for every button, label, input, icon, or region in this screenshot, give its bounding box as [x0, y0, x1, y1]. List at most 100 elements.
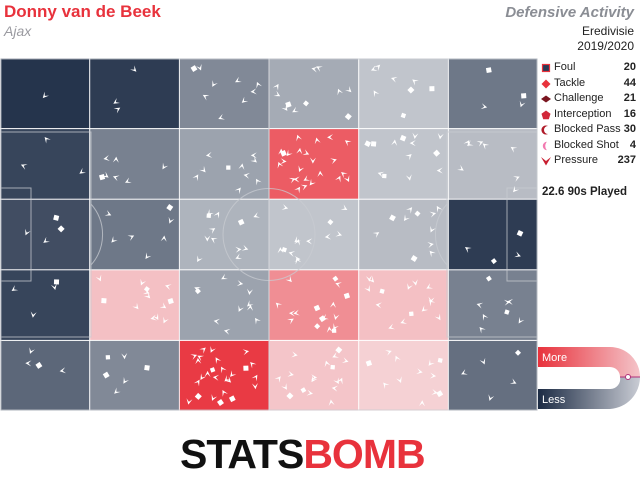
event-marker — [274, 376, 281, 383]
event-marker — [488, 394, 495, 401]
event-marker — [333, 377, 339, 385]
event-marker — [430, 225, 436, 233]
event-marker — [292, 106, 299, 113]
event-marker — [429, 250, 436, 258]
event-marker — [416, 368, 423, 375]
event-marker — [43, 236, 50, 243]
event-marker — [79, 167, 86, 174]
event-marker — [317, 170, 324, 177]
event-marker — [35, 361, 43, 369]
event-marker — [311, 66, 318, 73]
event-marker — [303, 175, 311, 181]
event-marker — [243, 365, 249, 371]
event-marker — [328, 399, 335, 406]
event-marker — [53, 279, 60, 285]
event-marker — [250, 361, 257, 369]
event-marker — [251, 382, 258, 390]
event-marker — [101, 298, 107, 304]
event-marker — [364, 140, 372, 148]
event-marker — [247, 304, 254, 311]
event-marker — [326, 326, 333, 333]
event-marker — [50, 283, 57, 291]
event-marker — [238, 305, 244, 312]
event-marker — [409, 140, 416, 147]
event-marker — [152, 313, 159, 320]
color-scale: More Less — [538, 347, 640, 409]
event-marker — [221, 273, 228, 280]
event-marker — [480, 103, 488, 110]
event-marker — [102, 171, 109, 178]
event-marker — [199, 347, 206, 354]
event-marker — [103, 155, 110, 161]
event-marker — [206, 213, 212, 218]
event-marker — [314, 323, 321, 330]
legend-row-foul: Foul 20 — [539, 60, 639, 76]
event-marker — [168, 216, 175, 224]
event-marker — [202, 94, 210, 101]
event-marker — [327, 134, 334, 141]
crescent-icon — [541, 125, 548, 135]
event-marker — [160, 235, 167, 242]
event-marker — [429, 299, 436, 307]
event-marker — [281, 247, 287, 253]
event-marker — [95, 274, 102, 282]
event-marker — [482, 314, 489, 321]
event-marker — [291, 351, 298, 358]
pentagon-icon — [541, 110, 551, 119]
event-marker — [476, 141, 484, 147]
event-marker — [399, 134, 407, 142]
event-marker — [213, 211, 220, 219]
event-marker — [205, 151, 213, 158]
event-marker — [204, 235, 211, 242]
event-marker — [300, 184, 308, 191]
event-marker — [280, 158, 287, 165]
event-marker — [286, 392, 294, 400]
event-marker — [396, 376, 402, 383]
event-marker — [521, 93, 527, 99]
event-marker — [197, 255, 203, 263]
event-marker — [211, 237, 218, 244]
event-marker — [224, 376, 232, 383]
event-marker — [222, 390, 228, 397]
event-marker — [365, 275, 372, 282]
event-marker — [513, 176, 520, 182]
event-marker — [314, 137, 321, 145]
event-marker — [337, 377, 343, 385]
event-marker — [303, 100, 309, 107]
event-marker — [243, 172, 250, 179]
event-marker — [44, 136, 51, 144]
event-marker — [395, 355, 401, 363]
event-marker — [335, 282, 342, 288]
event-marker — [140, 278, 147, 286]
event-marker — [344, 113, 352, 121]
event-marker — [196, 63, 202, 71]
event-legend: Foul 20 Tackle 44 Challenge 21 Intercept… — [539, 60, 639, 169]
event-marker — [254, 317, 261, 325]
event-marker — [293, 309, 300, 316]
event-marker — [197, 355, 205, 362]
event-marker — [114, 387, 121, 394]
event-marker — [335, 346, 343, 354]
event-marker — [379, 288, 385, 294]
event-marker — [318, 315, 326, 323]
event-marker — [236, 280, 244, 287]
event-marker — [213, 318, 220, 325]
event-marker — [479, 327, 486, 334]
event-marker — [436, 167, 443, 174]
statsbomb-logo: STATSBOMB — [180, 432, 426, 476]
event-marker — [461, 369, 468, 375]
event-marker — [277, 247, 284, 254]
event-marker — [250, 152, 257, 159]
event-marker — [211, 394, 218, 401]
event-marker — [29, 347, 35, 354]
event-marker — [296, 134, 302, 142]
heatmap-cell — [90, 129, 179, 199]
heatmap-cell — [269, 199, 359, 270]
event-marker — [302, 149, 310, 155]
event-marker — [373, 90, 380, 98]
heatmap-cell — [448, 199, 538, 270]
event-marker — [226, 165, 231, 170]
event-marker — [406, 207, 413, 214]
event-marker — [142, 288, 150, 295]
event-marker — [235, 246, 242, 253]
